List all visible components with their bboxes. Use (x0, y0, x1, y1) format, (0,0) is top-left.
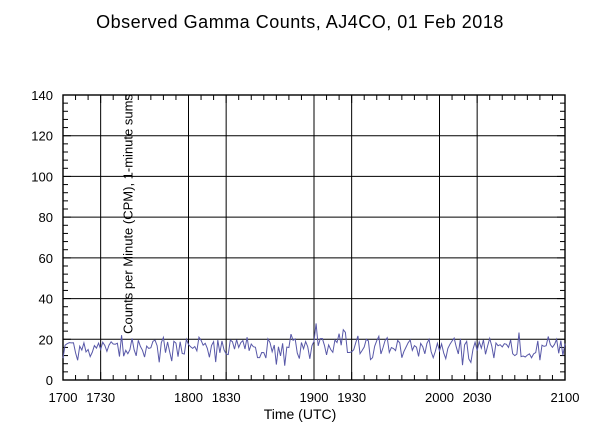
svg-text:2100: 2100 (551, 390, 580, 405)
svg-text:20: 20 (39, 332, 53, 347)
svg-text:120: 120 (31, 129, 53, 144)
svg-text:140: 140 (31, 88, 53, 103)
svg-text:1730: 1730 (86, 390, 115, 405)
svg-text:1700: 1700 (49, 390, 78, 405)
svg-text:1900: 1900 (300, 390, 329, 405)
svg-text:100: 100 (31, 169, 53, 184)
svg-text:1800: 1800 (174, 390, 203, 405)
svg-text:0: 0 (46, 373, 53, 388)
svg-text:40: 40 (39, 292, 53, 307)
chart-container: Observed Gamma Counts, AJ4CO, 01 Feb 201… (0, 0, 600, 428)
svg-text:80: 80 (39, 210, 53, 225)
plot-svg: 1700 1730 1800 1830 1900 1930 2000 2030 2100 0 20 4… (0, 0, 600, 428)
svg-text:1930: 1930 (337, 390, 366, 405)
svg-text:2000: 2000 (425, 390, 454, 405)
svg-text:1830: 1830 (212, 390, 241, 405)
svg-text:60: 60 (39, 251, 53, 266)
svg-text:2030: 2030 (463, 390, 492, 405)
